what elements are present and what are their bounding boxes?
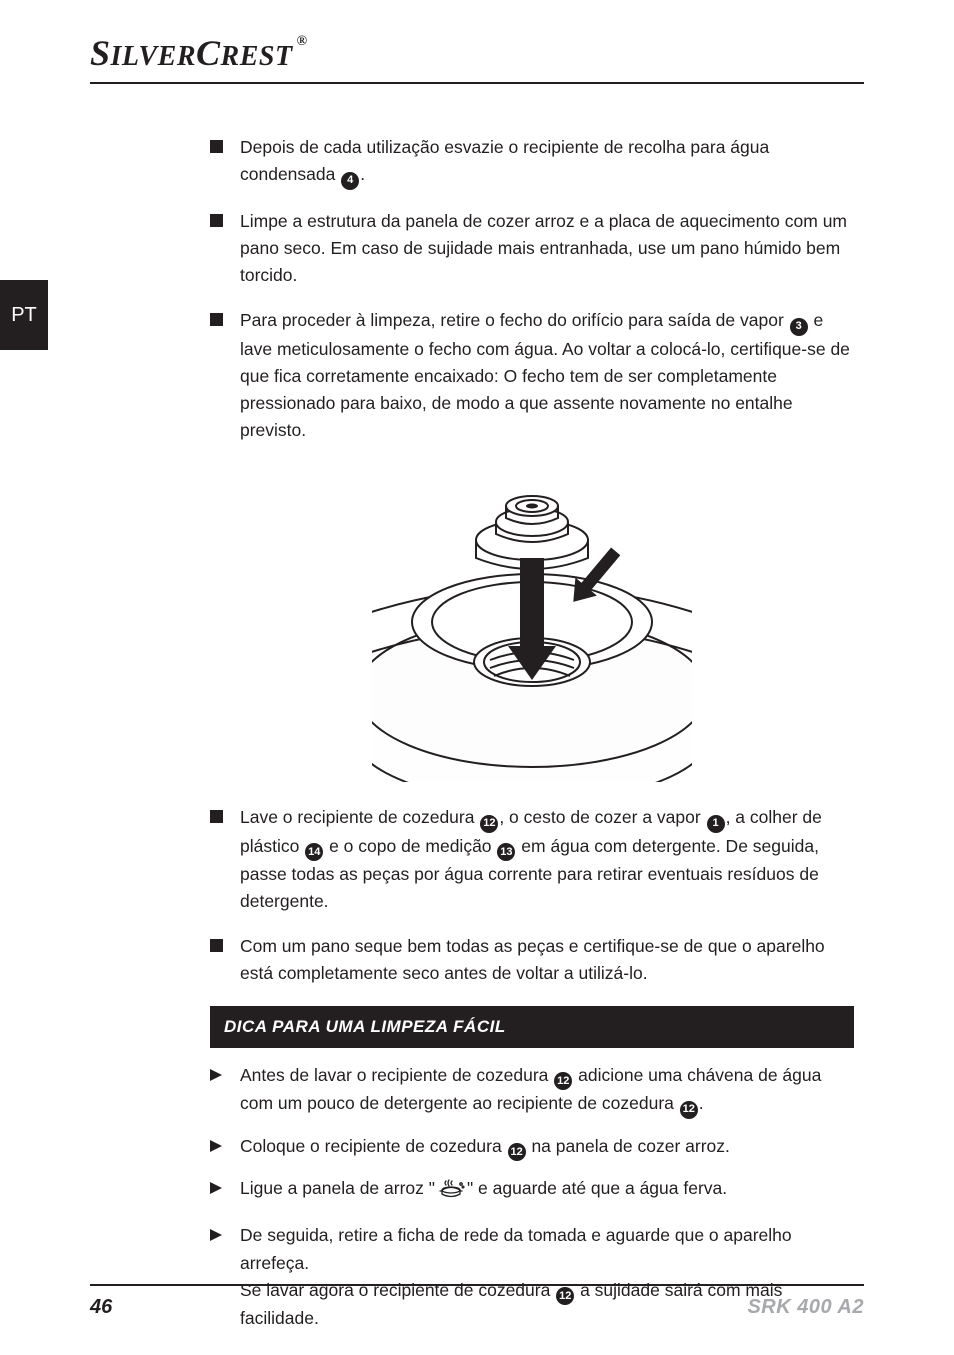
illustration bbox=[372, 462, 692, 782]
footer-divider bbox=[90, 1284, 864, 1286]
instruction-list-top: Depois de cada utilização esvazie o reci… bbox=[210, 134, 854, 444]
brand-text: SILVERCREST bbox=[90, 32, 293, 74]
registered-icon: ® bbox=[297, 34, 308, 50]
footer-row: 46 SRK 400 A2 bbox=[90, 1296, 864, 1319]
list-item: Limpe a estrutura da panela de cozer arr… bbox=[210, 208, 854, 289]
illustration-wrap bbox=[210, 462, 854, 782]
list-item: Coloque o recipiente de cozedura 12 na p… bbox=[210, 1133, 854, 1162]
list-item: Para proceder à limpeza, retire o fecho … bbox=[210, 307, 854, 444]
ref-4-icon: 4 bbox=[341, 172, 359, 190]
content-area: Depois de cada utilização esvazie o reci… bbox=[210, 134, 854, 1332]
instruction-list-mid: Lave o recipiente de cozedura 12, o cest… bbox=[210, 804, 854, 988]
model-number: SRK 400 A2 bbox=[747, 1296, 864, 1319]
ref-14-icon: 14 bbox=[305, 843, 323, 861]
page-number: 46 bbox=[90, 1296, 112, 1319]
list-item: Depois de cada utilização esvazie o reci… bbox=[210, 134, 854, 190]
cook-mode-icon bbox=[437, 1178, 465, 1208]
ref-12-icon: 12 bbox=[480, 815, 498, 833]
ref-3-icon: 3 bbox=[790, 318, 808, 336]
list-item: Lave o recipiente de cozedura 12, o cest… bbox=[210, 804, 854, 915]
list-item: Com um pano seque bem todas as peças e c… bbox=[210, 933, 854, 987]
header-divider bbox=[90, 82, 864, 84]
footer: 46 SRK 400 A2 bbox=[90, 1284, 864, 1319]
list-item: Antes de lavar o recipiente de cozedura … bbox=[210, 1062, 854, 1119]
tip-heading: DICA PARA UMA LIMPEZA FÁCIL bbox=[210, 1006, 854, 1048]
ref-12-icon: 12 bbox=[508, 1143, 526, 1161]
page: SILVERCREST ® PT Depois de cada utilizaç… bbox=[0, 0, 954, 1355]
ref-12-icon: 12 bbox=[554, 1072, 572, 1090]
language-tab: PT bbox=[0, 280, 48, 350]
list-item: Ligue a panela de arroz "" e aguarde até… bbox=[210, 1175, 854, 1208]
ref-1-icon: 1 bbox=[707, 815, 725, 833]
ref-12-icon: 12 bbox=[680, 1101, 698, 1119]
brand-logo: SILVERCREST ® bbox=[90, 32, 864, 74]
ref-13-icon: 13 bbox=[497, 843, 515, 861]
